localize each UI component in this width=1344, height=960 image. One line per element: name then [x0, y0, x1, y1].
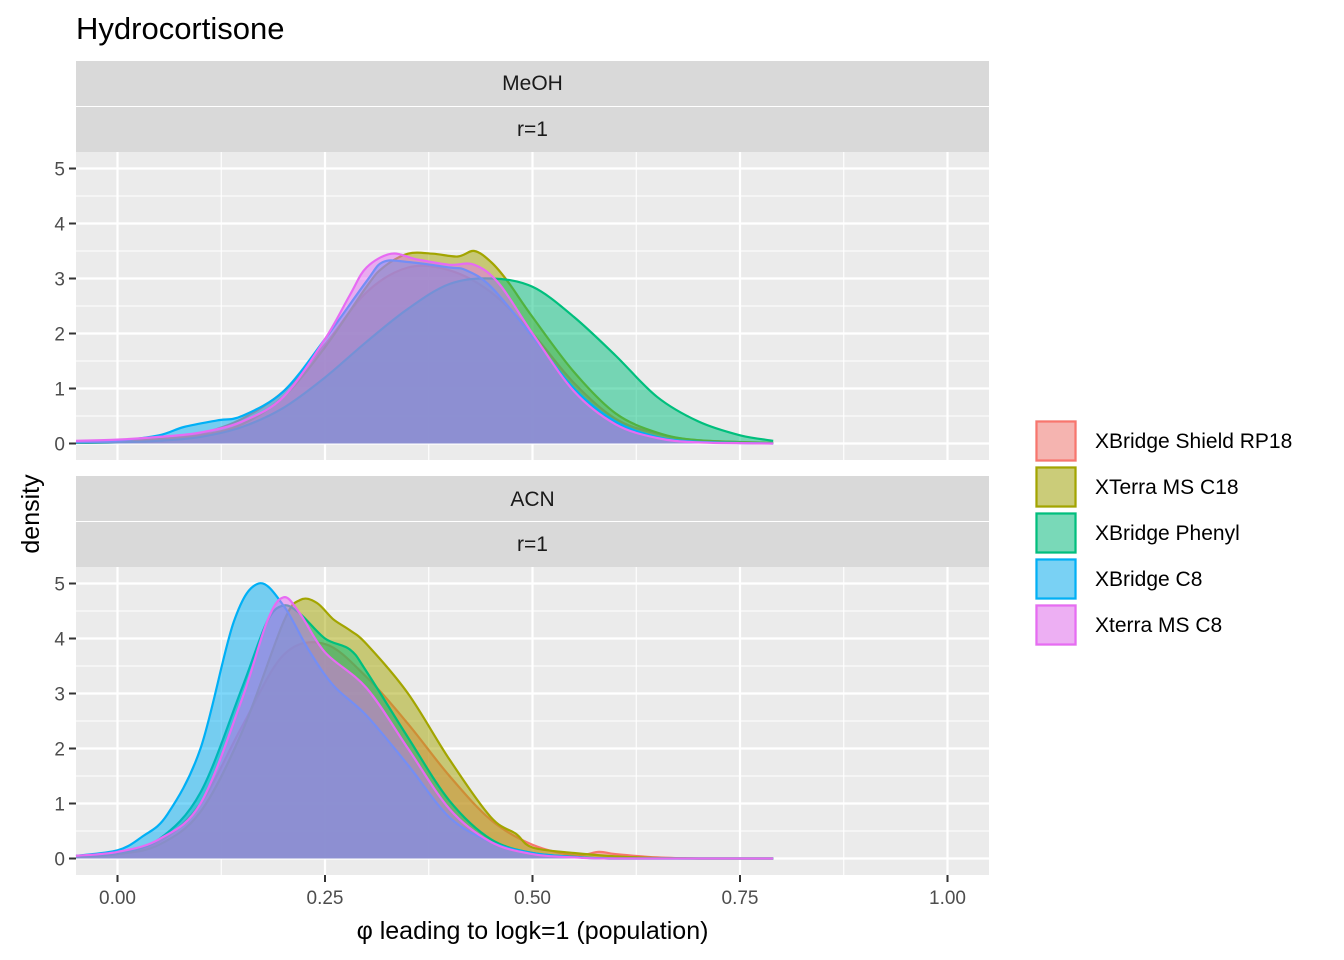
y-tick-label: 2 [54, 325, 65, 346]
legend-key-1 [1035, 466, 1077, 508]
x-tick-label: 1.00 [929, 888, 966, 909]
legend-label-2: XBridge Phenyl [1095, 522, 1240, 545]
panel-acn: ACN r=1 0 1 2 3 4 5 [54, 476, 989, 875]
y-tick-label: 0 [54, 850, 65, 871]
legend-key-4 [1035, 604, 1077, 646]
y-tick-label: 1 [54, 795, 65, 816]
legend-label-4: Xterra MS C8 [1095, 614, 1222, 637]
x-tick-label: 0.50 [514, 888, 551, 909]
panel-meoh-density-areas [75, 249, 774, 445]
legend: XBridge Shield RP18 XTerra MS C18 XBridge … [1035, 420, 1292, 646]
strip-meoh-r-label: r=1 [517, 118, 548, 141]
density-area-4 [76, 597, 774, 859]
y-tick-label: 4 [54, 630, 65, 651]
y-tick-label: 5 [54, 160, 65, 181]
strip-acn-r-label: r=1 [517, 533, 548, 556]
y-tick-label: 3 [54, 270, 65, 291]
panel-meoh-y-axis: 0 1 2 3 4 5 [54, 160, 76, 456]
panel-acn-density-areas [75, 582, 774, 860]
legend-key-2 [1035, 512, 1077, 554]
y-axis-title: density [17, 474, 45, 554]
strip-meoh-label: MeOH [502, 72, 563, 95]
strip-acn-background [76, 476, 989, 521]
y-tick-label: 0 [54, 435, 65, 456]
panel-meoh: MeOH r=1 0 1 2 3 4 5 [54, 61, 989, 460]
density-line-4 [75, 252, 774, 445]
legend-label-0: XBridge Shield RP18 [1095, 430, 1292, 453]
y-tick-label: 1 [54, 380, 65, 401]
legend-key-3 [1035, 558, 1077, 600]
x-axis-title: φ leading to logk=1 (population) [357, 917, 709, 945]
legend-label-1: XTerra MS C18 [1095, 476, 1239, 499]
x-tick-label: 0.75 [722, 888, 759, 909]
x-tick-label: 0.25 [307, 888, 344, 909]
y-tick-label: 5 [54, 575, 65, 596]
panel-acn-y-axis: 0 1 2 3 4 5 [54, 575, 76, 871]
x-tick-label: 0.00 [99, 888, 136, 909]
y-tick-label: 4 [54, 215, 65, 236]
legend-key-0 [1035, 420, 1077, 462]
legend-label-3: XBridge C8 [1095, 568, 1202, 591]
density-area-4 [76, 253, 774, 444]
strip-acn-label: ACN [510, 488, 554, 511]
density-line-4 [75, 596, 774, 860]
y-tick-label: 3 [54, 685, 65, 706]
chart-title: Hydrocortisone [76, 11, 284, 46]
x-axis: 0.00 0.25 0.50 0.75 1.00 [99, 875, 966, 909]
strip-acn-r-background [76, 522, 989, 567]
strip-meoh-r-background [76, 107, 989, 152]
y-tick-label: 2 [54, 740, 65, 761]
strip-meoh-background [76, 61, 989, 106]
